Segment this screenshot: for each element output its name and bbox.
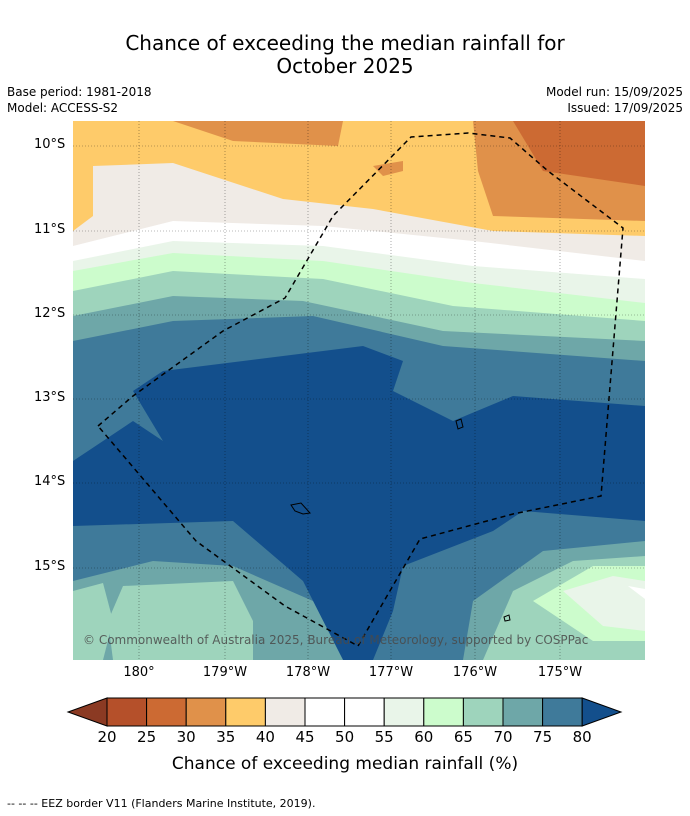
colorbar-extend-low <box>66 697 108 727</box>
colorbar-label: Chance of exceeding median rainfall (%) <box>171 754 519 774</box>
band-45-55-se <box>628 586 645 599</box>
lat-label: 15°S <box>34 559 66 574</box>
colorbar-tick-label: 50 <box>335 728 355 746</box>
model-name: Model: ACCESS-S2 <box>7 101 119 115</box>
colorbar-segment <box>462 697 504 727</box>
colorbar-tick-label: 70 <box>493 728 513 746</box>
band-30-35-top <box>173 121 343 146</box>
island-outline <box>290 502 311 515</box>
title-line-2: October 2025 <box>276 54 414 78</box>
band-30-35-small <box>373 161 403 176</box>
eez-footnote: -- -- -- EEZ border V11 (Flanders Marine… <box>7 797 316 810</box>
band-65-70-sw <box>73 583 113 660</box>
colorbar-segment <box>264 697 306 727</box>
island-outline <box>503 614 511 622</box>
colorbar-segment <box>304 697 346 727</box>
lon-label: 179°W <box>202 665 248 680</box>
colorbar-tick-label: 75 <box>533 728 553 746</box>
colorbar-segment <box>542 697 583 727</box>
colorbar-segment <box>225 697 266 727</box>
lat-label: 12°S <box>34 306 66 321</box>
colorbar-tick-label: 45 <box>295 728 315 746</box>
colorbar-tick-label: 60 <box>414 728 434 746</box>
colorbar-segment <box>502 697 544 727</box>
colorbar-segment <box>423 697 464 727</box>
model-run: Model run: 15/09/2025 <box>545 85 683 99</box>
band-80-plus <box>73 346 645 660</box>
colorbar-segment <box>106 697 148 727</box>
island-outline <box>455 418 464 430</box>
lon-label: 176°W <box>452 665 498 680</box>
forecast-map <box>73 121 645 660</box>
band-55-60-se <box>563 576 645 631</box>
colorbar-segment <box>146 697 187 727</box>
meta-left: Base period: 1981-2018 Model: ACCESS-S2 <box>7 84 152 116</box>
colorbar-tick-label: 80 <box>572 728 592 746</box>
colorbar-tick-label: 20 <box>97 728 117 746</box>
colorbar-tick-label: 65 <box>453 728 473 746</box>
colorbar-tick-label: 30 <box>176 728 196 746</box>
base-period: Base period: 1981-2018 <box>7 85 152 99</box>
lat-label: 14°S <box>34 474 66 489</box>
issued-date: Issued: 17/09/2025 <box>567 101 683 115</box>
lat-label: 10°S <box>34 137 66 152</box>
map-title: Chance of exceeding the median rainfall … <box>0 32 690 78</box>
lon-label: 177°W <box>368 665 414 680</box>
colorbar-segment <box>185 697 227 727</box>
lat-label: 13°S <box>34 390 66 405</box>
meta-right: Model run: 15/09/2025 Issued: 17/09/2025 <box>546 84 683 116</box>
colorbar-extend-high <box>581 697 623 727</box>
lon-label: 175°W <box>537 665 583 680</box>
lon-label: 180° <box>123 665 155 680</box>
colorbar-tick-label: 25 <box>137 728 157 746</box>
copyright-text: © Commonwealth of Australia 2025, Bureau… <box>83 633 589 647</box>
colorbar-segment <box>383 697 425 727</box>
colorbar-tick-label: 40 <box>255 728 275 746</box>
colorbar-tick-label: 55 <box>374 728 394 746</box>
colorbar-tick-label: 35 <box>216 728 236 746</box>
colorbar-segments <box>66 697 623 727</box>
lon-label: 178°W <box>285 665 331 680</box>
map-area <box>73 121 645 660</box>
band-65-70-south <box>108 581 253 660</box>
graticule <box>73 121 645 660</box>
lat-label: 11°S <box>34 222 66 237</box>
colorbar <box>66 697 623 727</box>
colorbar-segment <box>344 697 385 727</box>
title-line-1: Chance of exceeding the median rainfall … <box>125 31 565 55</box>
